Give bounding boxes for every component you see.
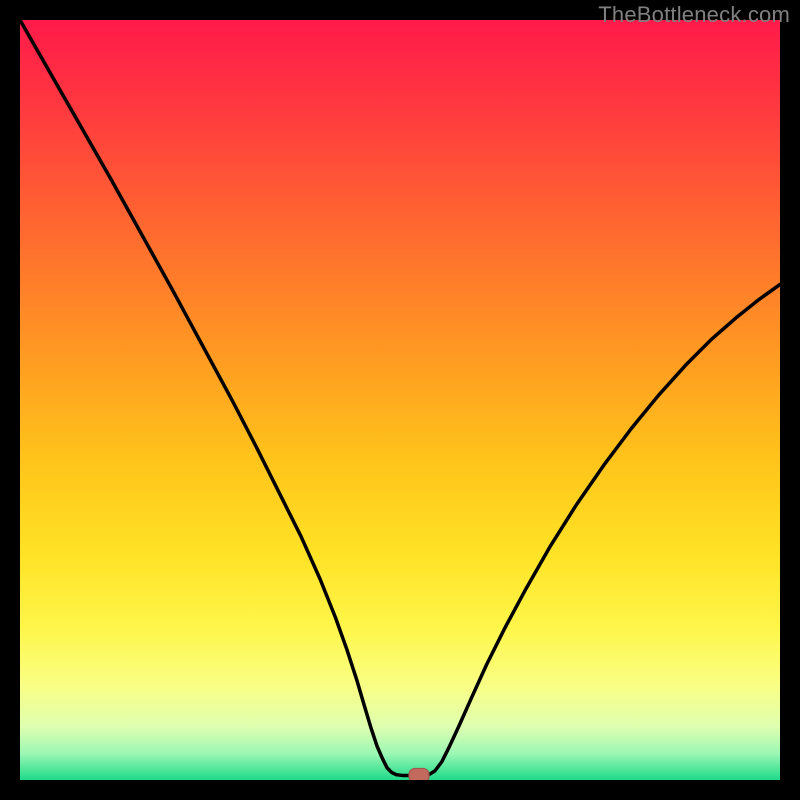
watermark-label: TheBottleneck.com <box>598 2 790 28</box>
bottleneck-chart <box>0 0 800 800</box>
gradient-background <box>20 20 780 780</box>
chart-stage: TheBottleneck.com <box>0 0 800 800</box>
